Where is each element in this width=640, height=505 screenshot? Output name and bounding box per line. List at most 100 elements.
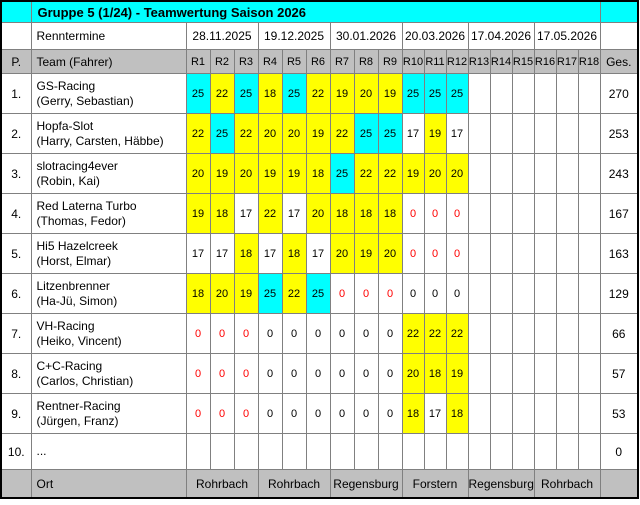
result-cell bbox=[533, 313, 557, 354]
result-cell: 22 bbox=[305, 73, 331, 114]
result-cell: 0 bbox=[305, 353, 331, 394]
result-cell: 0 bbox=[377, 313, 403, 354]
result-cell: 0 bbox=[185, 393, 211, 434]
race-dates-label: Renntermine bbox=[30, 22, 187, 50]
result-cell: 25 bbox=[257, 273, 283, 314]
result-cell: 25 bbox=[423, 73, 447, 114]
result-cell bbox=[511, 353, 535, 394]
result-cell bbox=[511, 153, 535, 194]
result-cell bbox=[577, 433, 601, 470]
race-column-header: R17 bbox=[555, 49, 579, 74]
result-cell: 19 bbox=[281, 153, 307, 194]
result-cell: 20 bbox=[305, 193, 331, 234]
result-cell bbox=[467, 193, 491, 234]
result-cell bbox=[555, 353, 579, 394]
result-cell: 20 bbox=[401, 353, 425, 394]
result-cell bbox=[489, 113, 513, 154]
result-cell: 18 bbox=[377, 193, 403, 234]
result-cell bbox=[533, 153, 557, 194]
table-row: 5. Hi5 Hazelcreek (Horst, Elmar) 17 17 18 17 18… bbox=[0, 233, 639, 274]
result-cell: 22 bbox=[423, 313, 447, 354]
result-cell: 25 bbox=[329, 153, 355, 194]
result-cell: 0 bbox=[233, 313, 259, 354]
position-cell: 8. bbox=[0, 353, 32, 394]
result-cell: 20 bbox=[185, 153, 211, 194]
race-date-cell: 28.11.2025 bbox=[185, 22, 259, 50]
venue-cell: Regensburg bbox=[329, 469, 403, 499]
table-row: 2. Hopfa-Slot (Harry, Carsten, Häbbe) 22 25 2… bbox=[0, 113, 639, 154]
race-dates-row: Renntermine 28.11.2025 19.12.2025 30.01.20… bbox=[0, 22, 639, 50]
race-column-header: R8 bbox=[353, 49, 379, 74]
result-cell bbox=[511, 233, 535, 274]
result-cell: 0 bbox=[401, 233, 425, 274]
race-date-cell: 19.12.2025 bbox=[257, 22, 331, 50]
team-name: VH-Racing bbox=[36, 318, 95, 333]
result-cell bbox=[233, 433, 259, 470]
race-column-header: R18 bbox=[577, 49, 601, 74]
position-cell: 4. bbox=[0, 193, 32, 234]
result-cell: 19 bbox=[401, 153, 425, 194]
result-cell: 0 bbox=[185, 313, 211, 354]
result-cell bbox=[555, 233, 579, 274]
team-drivers: (Harry, Carsten, Häbbe) bbox=[36, 133, 164, 148]
result-cell bbox=[281, 433, 307, 470]
result-cell: 0 bbox=[329, 273, 355, 314]
team-drivers: (Heiko, Vincent) bbox=[36, 333, 122, 348]
result-cell bbox=[489, 193, 513, 234]
race-column-header: R3 bbox=[233, 49, 259, 74]
result-cell: 0 bbox=[281, 313, 307, 354]
result-cell bbox=[555, 153, 579, 194]
table-row: 1. GS-Racing (Gerry, Sebastian) 25 22 25 18 25 2… bbox=[0, 73, 639, 114]
result-cell bbox=[489, 73, 513, 114]
result-cell: 20 bbox=[423, 153, 447, 194]
result-cell bbox=[401, 433, 425, 470]
team-cell: Hopfa-Slot (Harry, Carsten, Häbbe) bbox=[30, 113, 187, 154]
result-cell: 22 bbox=[233, 113, 259, 154]
result-cell bbox=[511, 433, 535, 470]
result-cell: 18 bbox=[185, 273, 211, 314]
result-cell bbox=[467, 353, 491, 394]
result-cell: 0 bbox=[281, 353, 307, 394]
total-column-header: Ges. bbox=[599, 49, 639, 74]
result-cell: 0 bbox=[401, 193, 425, 234]
team-cell: Hi5 Hazelcreek (Horst, Elmar) bbox=[30, 233, 187, 274]
team-drivers: (Ha-Jü, Simon) bbox=[36, 293, 118, 308]
result-cell bbox=[555, 433, 579, 470]
result-cell: 25 bbox=[377, 113, 403, 154]
race-column-header: R5 bbox=[281, 49, 307, 74]
race-column-header: R16 bbox=[533, 49, 557, 74]
result-cell: 0 bbox=[377, 393, 403, 434]
venue-cell: Rohrbach bbox=[533, 469, 601, 499]
result-cell: 17 bbox=[233, 193, 259, 234]
empty-cell bbox=[0, 469, 32, 499]
team-cell: Red Laterna Turbo (Thomas, Fedor) bbox=[30, 193, 187, 234]
result-cell: 20 bbox=[209, 273, 235, 314]
result-cell: 0 bbox=[209, 353, 235, 394]
team-name: C+C-Racing bbox=[36, 358, 103, 373]
result-cell bbox=[489, 153, 513, 194]
result-cell bbox=[577, 113, 601, 154]
result-cell: 0 bbox=[423, 193, 447, 234]
result-cell: 17 bbox=[305, 233, 331, 274]
result-cell bbox=[257, 433, 283, 470]
result-cell: 0 bbox=[281, 393, 307, 434]
result-cell: 0 bbox=[305, 393, 331, 434]
result-cell: 18 bbox=[401, 393, 425, 434]
result-cell bbox=[329, 433, 355, 470]
result-cell: 0 bbox=[423, 233, 447, 274]
total-cell: 0 bbox=[599, 433, 639, 470]
team-name: Red Laterna Turbo bbox=[36, 198, 137, 213]
result-cell bbox=[511, 273, 535, 314]
result-cell bbox=[467, 153, 491, 194]
result-cell bbox=[533, 273, 557, 314]
race-column-header: R4 bbox=[257, 49, 283, 74]
result-cell bbox=[511, 193, 535, 234]
team-name: Hopfa-Slot bbox=[36, 118, 94, 133]
result-cell: 0 bbox=[445, 193, 469, 234]
result-cell bbox=[423, 433, 447, 470]
race-column-header: R10 bbox=[401, 49, 425, 74]
race-column-header: R13 bbox=[467, 49, 491, 74]
result-cell bbox=[555, 113, 579, 154]
result-cell: 0 bbox=[305, 313, 331, 354]
venues-label: Ort bbox=[30, 469, 187, 499]
